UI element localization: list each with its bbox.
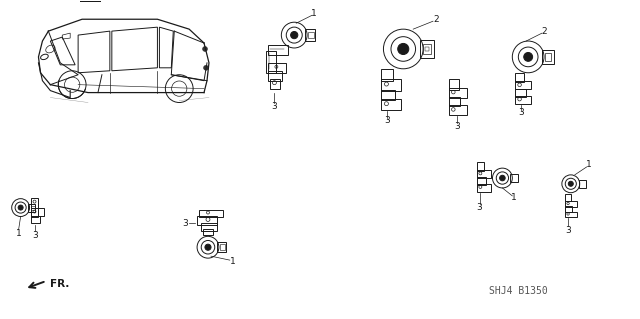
Bar [217,242,226,252]
Bar [449,79,459,90]
Bar [266,51,276,73]
Text: 2: 2 [541,26,547,36]
Bar [31,205,35,210]
Bar [425,47,429,51]
Bar [381,78,401,91]
Bar [449,88,467,98]
Bar [477,170,490,178]
Bar [381,99,401,110]
Bar [515,96,531,104]
Text: 3: 3 [182,219,188,228]
Bar [381,90,396,100]
Bar [201,223,217,231]
Bar [477,177,486,185]
Bar [565,201,577,207]
Bar [420,40,434,58]
Text: 3: 3 [518,108,524,117]
Bar [271,79,280,89]
Text: 1: 1 [311,9,317,18]
Bar [268,45,288,55]
Bar [28,204,35,211]
Bar [423,44,431,54]
Circle shape [500,175,505,181]
Circle shape [202,47,207,51]
Bar [515,81,531,89]
Text: 3: 3 [565,226,571,235]
Bar [197,216,217,226]
Bar [565,206,572,212]
Circle shape [524,52,532,61]
Bar [449,97,460,107]
Text: 1: 1 [511,193,517,202]
Bar [565,212,577,217]
Bar [565,194,572,202]
Bar [199,210,223,218]
Text: FR.: FR. [51,279,70,289]
Text: 2: 2 [433,15,439,24]
Text: 3: 3 [271,102,277,111]
Bar [381,69,394,81]
Circle shape [291,32,298,39]
Bar [515,89,525,97]
Text: 3: 3 [385,116,390,125]
Bar [203,229,213,235]
Text: 3: 3 [477,203,483,212]
Text: 1: 1 [230,256,236,266]
Bar [305,29,315,41]
Bar [449,106,467,115]
Circle shape [205,244,211,250]
Text: 1: 1 [586,160,591,169]
Bar [477,162,484,171]
Bar [515,73,524,82]
Circle shape [568,181,573,186]
Bar [31,198,38,218]
Bar [545,53,551,61]
Bar [579,180,586,188]
Bar [220,244,225,250]
Bar [542,50,554,64]
Circle shape [397,43,409,55]
Bar [510,174,518,182]
Text: 1: 1 [16,229,22,238]
Text: 3: 3 [454,122,460,131]
Bar [308,32,314,38]
Bar [31,216,40,223]
Bar [31,208,44,216]
Text: 3: 3 [33,231,38,240]
Text: SHJ4 B1350: SHJ4 B1350 [488,286,547,296]
Circle shape [204,65,209,70]
Circle shape [18,205,23,210]
Bar [477,184,490,192]
Bar [268,63,286,73]
Bar [268,71,282,81]
